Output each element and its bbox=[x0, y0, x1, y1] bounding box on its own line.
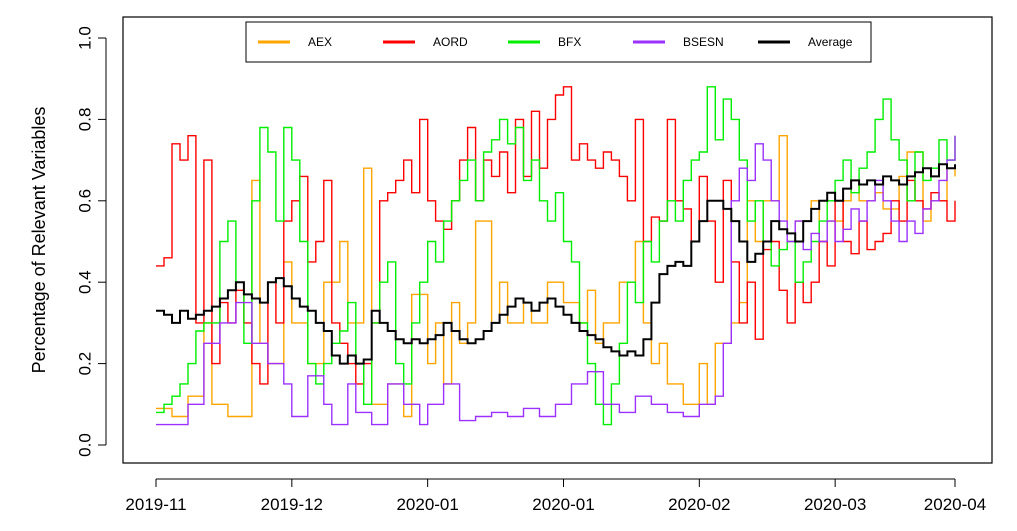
x-axis: 2019-11 2019-12 2020-01 2020-01 2020-02 2020-… bbox=[125, 478, 986, 514]
y-tick-label: 0.6 bbox=[75, 189, 94, 213]
y-axis-label: Percentage of Relevant Variables bbox=[29, 107, 49, 374]
plot-frame bbox=[122, 16, 993, 464]
y-tick-label: 0.8 bbox=[75, 108, 94, 132]
x-tick-label: 2019-12 bbox=[261, 495, 323, 514]
y-axis: 0.0 0.2 0.4 0.6 0.8 1.0 bbox=[75, 26, 107, 457]
y-tick-label: 1.0 bbox=[75, 26, 94, 50]
legend-label-bfx: BFX bbox=[558, 35, 581, 49]
y-tick-label: 0.0 bbox=[75, 433, 94, 457]
x-tick-label: 2020-03 bbox=[804, 495, 866, 514]
legend-label-aord: AORD bbox=[433, 35, 468, 49]
x-tick-label: 2020-04 bbox=[924, 495, 986, 514]
x-tick-label: 2019-11 bbox=[125, 495, 186, 514]
series-line-average bbox=[156, 163, 956, 365]
x-tick-label: 2020-01 bbox=[532, 495, 594, 514]
legend-label-bsesn: BSESN bbox=[683, 35, 724, 49]
x-tick-label: 2020-01 bbox=[396, 495, 458, 514]
legend: AEX AORD BFX BSESN Average bbox=[245, 21, 872, 63]
series-line-bfx bbox=[156, 86, 956, 426]
y-tick-label: 0.4 bbox=[75, 270, 94, 294]
x-tick-label: 2020-02 bbox=[668, 495, 730, 514]
legend-label-average: Average bbox=[808, 35, 853, 49]
series-layer bbox=[156, 86, 956, 426]
legend-label-aex: AEX bbox=[308, 35, 332, 49]
series-line-bsesn bbox=[156, 135, 956, 426]
y-tick-label: 0.2 bbox=[75, 352, 94, 376]
